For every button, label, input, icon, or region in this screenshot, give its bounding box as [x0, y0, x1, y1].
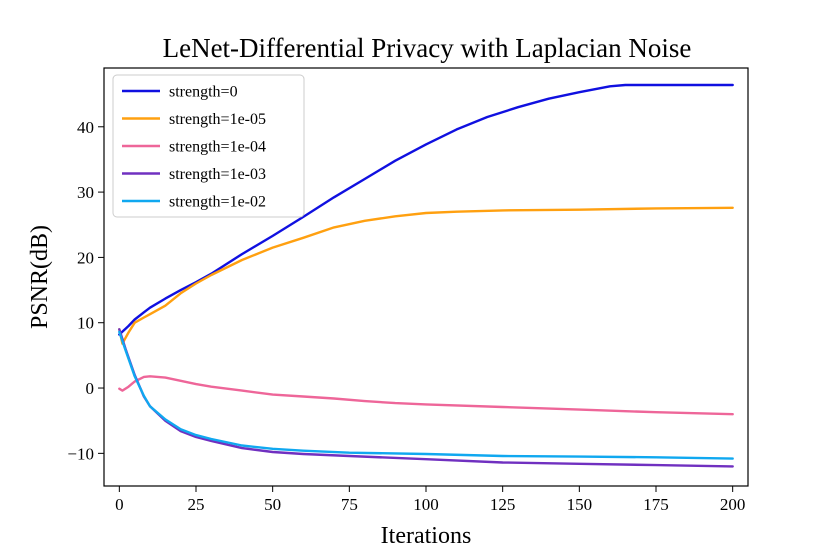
x-tick-label: 25 [188, 495, 205, 514]
legend-label-4: strength=1e-02 [169, 194, 266, 211]
y-tick-label: 20 [77, 248, 94, 267]
plot-frame [103, 67, 749, 487]
x-tick-label: 150 [567, 495, 593, 514]
x-tick-label: 75 [341, 495, 358, 514]
y-tick-label: −10 [67, 444, 94, 463]
chart-title: LeNet-Differential Privacy with Laplacia… [163, 33, 692, 63]
x-tick-label: 100 [413, 495, 439, 514]
y-tick-label: 0 [86, 379, 95, 398]
x-tick-label: 175 [643, 495, 669, 514]
y-tick-label: 40 [77, 118, 94, 137]
legend-label-3: strength=1e-03 [169, 166, 266, 183]
series-line-4 [118, 330, 734, 460]
series-line-1 [118, 206, 734, 345]
x-tick-label: 0 [115, 495, 124, 514]
x-axis-label: Iterations [381, 523, 472, 549]
series-line-0 [118, 83, 734, 336]
y-axis-label: PSNR(dB) [27, 225, 53, 329]
y-tick-label: 10 [77, 314, 94, 333]
legend-label-0: strength=0 [169, 84, 238, 101]
legend-label-1: strength=1e-05 [169, 111, 266, 128]
axis-ticks: 0 25 50 75 100 125 150 175 200 −10 0 10 20 30 40 [67, 118, 745, 514]
y-tick-label: 30 [77, 183, 94, 202]
x-tick-label: 50 [264, 495, 281, 514]
legend-box [112, 74, 305, 218]
x-tick-label: 200 [720, 495, 746, 514]
series-lines [118, 83, 734, 468]
legend: strength=0 strength=1e-05 strength=1e-04 st… [112, 74, 305, 218]
legend-label-2: strength=1e-04 [169, 139, 266, 156]
x-tick-label: 125 [490, 495, 516, 514]
